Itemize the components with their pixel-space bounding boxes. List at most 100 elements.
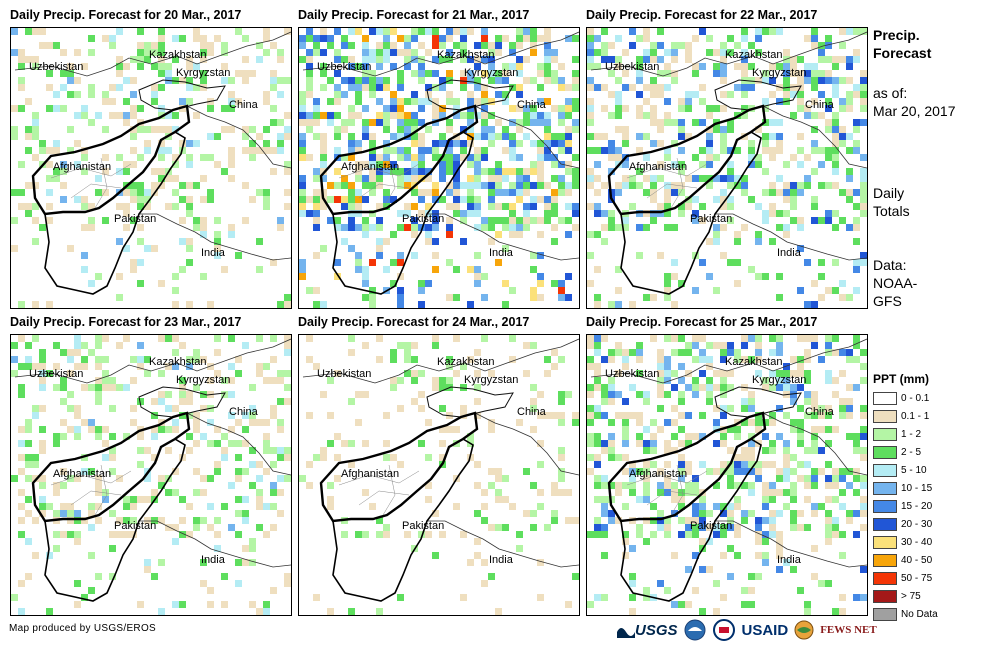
logo-strip: USGS USAID FEWS NET bbox=[617, 616, 877, 644]
india-border bbox=[715, 520, 867, 568]
fewsnet-logo-text: FEWS NET bbox=[820, 624, 877, 636]
asof-date: Mar 20, 2017 bbox=[873, 103, 956, 119]
forecast-map: Kazakhstan Uzbekistan Kyrgyzstan China Afgha… bbox=[586, 27, 868, 309]
legend-swatch bbox=[873, 445, 897, 459]
forecast-panel: Daily Precip. Forecast for 25 Mar., 2017… bbox=[586, 315, 868, 616]
legend-item: 10 - 15 bbox=[873, 480, 938, 496]
india-border bbox=[715, 213, 867, 261]
precip-map-svg: Kazakhstan Uzbekistan Kyrgyzstan China Afgha… bbox=[11, 335, 291, 615]
legend-swatch bbox=[873, 463, 897, 477]
kyrgyzstan-border bbox=[138, 386, 226, 418]
province-lines bbox=[626, 464, 708, 516]
usaid-logo: USAID bbox=[742, 622, 789, 639]
legend-label: > 75 bbox=[901, 590, 921, 602]
legend-item: 30 - 40 bbox=[873, 534, 938, 550]
china-border bbox=[474, 412, 579, 476]
country-label-china: China bbox=[229, 99, 259, 111]
usaid-logo-text: USAID bbox=[741, 621, 789, 639]
country-label-afghanistan: Afghanistan bbox=[629, 468, 687, 480]
forecast-panel: Daily Precip. Forecast for 21 Mar., 2017… bbox=[298, 8, 580, 309]
legend-swatch bbox=[873, 517, 897, 531]
panel-title: Daily Precip. Forecast for 20 Mar., 2017 bbox=[10, 8, 242, 22]
legend-swatch bbox=[873, 607, 897, 621]
country-label-uzbekistan: Uzbekistan bbox=[29, 368, 83, 380]
country-label-afghanistan: Afghanistan bbox=[629, 161, 687, 173]
country-border-north bbox=[302, 31, 579, 77]
country-label-china: China bbox=[517, 406, 547, 418]
country-label-kazakhstan: Kazakhstan bbox=[149, 49, 206, 61]
legend-label: 15 - 20 bbox=[901, 500, 933, 512]
country-label-uzbekistan: Uzbekistan bbox=[317, 61, 371, 73]
usgs-logo: USGS bbox=[617, 622, 678, 639]
country-border-north bbox=[590, 31, 867, 77]
map-credit: Map produced by USGS/EROS bbox=[9, 623, 157, 634]
country-label-kyrgyzstan: Kyrgyzstan bbox=[752, 67, 806, 79]
panel-title: Daily Precip. Forecast for 21 Mar., 2017 bbox=[298, 8, 530, 22]
country-border-north bbox=[14, 338, 291, 384]
country-label-pakistan: Pakistan bbox=[690, 520, 732, 532]
legend-label: 5 - 10 bbox=[901, 464, 927, 476]
afghanistan-border bbox=[319, 104, 479, 216]
legend-label: No Data bbox=[901, 608, 938, 620]
china-border bbox=[762, 105, 867, 169]
india-border bbox=[139, 520, 291, 568]
province-lines bbox=[626, 157, 708, 209]
country-label-uzbekistan: Uzbekistan bbox=[605, 368, 659, 380]
legend-item: 0.1 - 1 bbox=[873, 408, 938, 424]
country-border-north bbox=[590, 338, 867, 384]
legend-swatch bbox=[873, 409, 897, 423]
forecast-map: Kazakhstan Uzbekistan Kyrgyzstan China Afgha… bbox=[298, 27, 580, 309]
afghanistan-border bbox=[31, 104, 191, 216]
kyrgyzstan-border bbox=[138, 79, 226, 111]
india-border bbox=[427, 520, 579, 568]
country-label-china: China bbox=[229, 406, 259, 418]
legend-swatch bbox=[873, 391, 897, 405]
panel-title: Daily Precip. Forecast for 24 Mar., 2017 bbox=[298, 315, 530, 329]
precip-map-svg: Kazakhstan Uzbekistan Kyrgyzstan China Afgha… bbox=[299, 28, 579, 308]
country-label-india: India bbox=[777, 554, 802, 566]
country-label-pakistan: Pakistan bbox=[114, 520, 156, 532]
precip-map-svg: Kazakhstan Uzbekistan Kyrgyzstan China Afgha… bbox=[299, 335, 579, 615]
country-label-kazakhstan: Kazakhstan bbox=[437, 356, 494, 368]
sidebar-title: Precip. Forecast bbox=[873, 27, 932, 61]
precip-map-svg: Kazakhstan Uzbekistan Kyrgyzstan China Afgha… bbox=[587, 28, 867, 308]
country-label-india: India bbox=[489, 554, 514, 566]
precip-cells bbox=[587, 335, 867, 615]
country-label-pakistan: Pakistan bbox=[402, 213, 444, 225]
forecast-panel: Daily Precip. Forecast for 20 Mar., 2017… bbox=[10, 8, 292, 309]
country-label-pakistan: Pakistan bbox=[402, 520, 444, 532]
legend-swatch bbox=[873, 589, 897, 603]
china-border bbox=[186, 412, 291, 476]
forecast-panel: Daily Precip. Forecast for 24 Mar., 2017… bbox=[298, 315, 580, 616]
country-label-kazakhstan: Kazakhstan bbox=[437, 49, 494, 61]
china-border bbox=[474, 105, 579, 169]
legend-label: 20 - 30 bbox=[901, 518, 933, 530]
legend-label: 0 - 0.1 bbox=[901, 392, 930, 404]
kyrgyzstan-border bbox=[714, 386, 802, 418]
country-label-uzbekistan: Uzbekistan bbox=[605, 61, 659, 73]
forecast-panel: Daily Precip. Forecast for 22 Mar., 2017… bbox=[586, 8, 868, 309]
legend-label: 10 - 15 bbox=[901, 482, 933, 494]
legend-item: 40 - 50 bbox=[873, 552, 938, 568]
country-label-kyrgyzstan: Kyrgyzstan bbox=[464, 67, 518, 79]
forecast-map: Kazakhstan Uzbekistan Kyrgyzstan China Afgha… bbox=[10, 27, 292, 309]
country-label-kyrgyzstan: Kyrgyzstan bbox=[464, 374, 518, 386]
kyrgyzstan-border bbox=[426, 79, 514, 111]
legend-item: 0 - 0.1 bbox=[873, 390, 938, 406]
country-label-afghanistan: Afghanistan bbox=[341, 468, 399, 480]
china-border bbox=[762, 412, 867, 476]
forecast-map: Kazakhstan Uzbekistan Kyrgyzstan China Afgha… bbox=[586, 334, 868, 616]
country-label-india: India bbox=[201, 554, 226, 566]
forecast-panel: Daily Precip. Forecast for 23 Mar., 2017… bbox=[10, 315, 292, 616]
legend-swatch bbox=[873, 427, 897, 441]
legend-item: No Data bbox=[873, 606, 938, 622]
country-label-kazakhstan: Kazakhstan bbox=[725, 356, 782, 368]
country-label-uzbekistan: Uzbekistan bbox=[317, 368, 371, 380]
country-label-kyrgyzstan: Kyrgyzstan bbox=[752, 374, 806, 386]
country-label-afghanistan: Afghanistan bbox=[341, 161, 399, 173]
legend-title: PPT (mm) bbox=[873, 372, 930, 386]
country-label-pakistan: Pakistan bbox=[114, 213, 156, 225]
legend-label: 40 - 50 bbox=[901, 554, 933, 566]
legend-label: 50 - 75 bbox=[901, 572, 933, 584]
china-border bbox=[186, 105, 291, 169]
